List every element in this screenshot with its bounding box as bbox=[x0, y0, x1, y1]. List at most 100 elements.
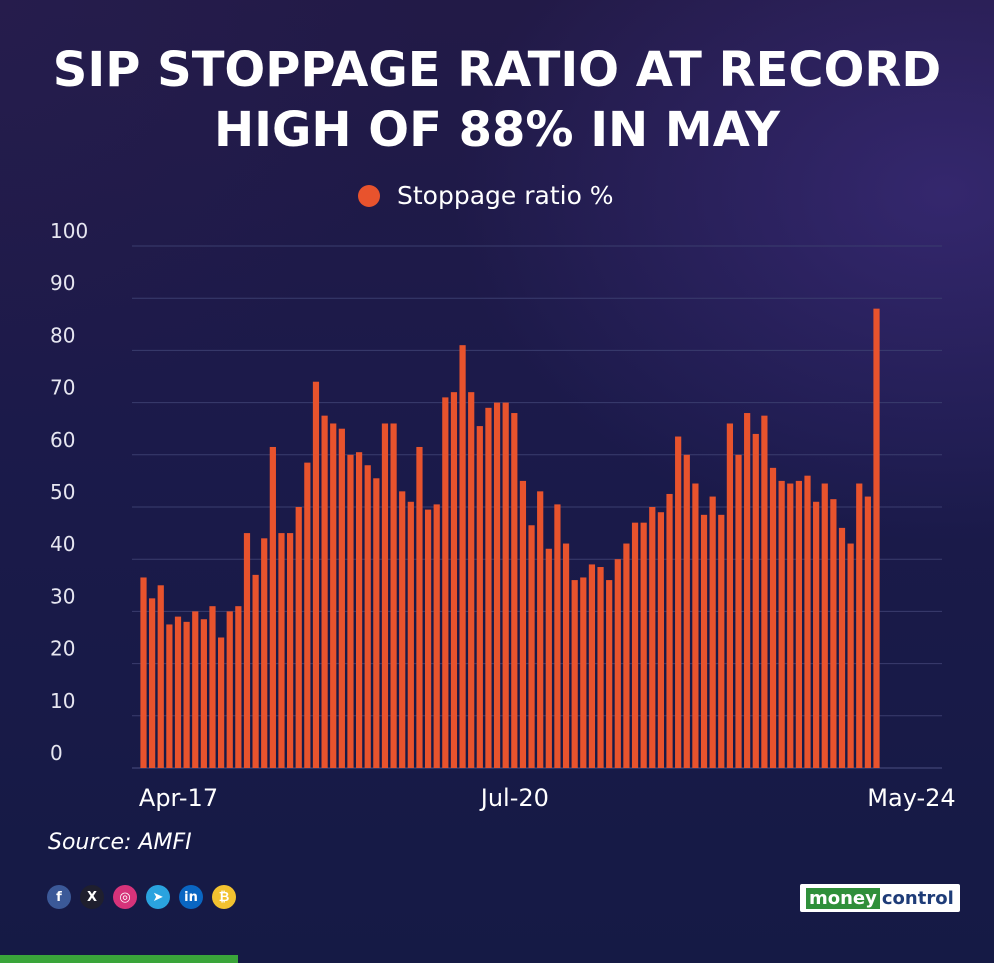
bar bbox=[649, 507, 656, 768]
bar bbox=[821, 483, 828, 768]
y-tick-label: 30 bbox=[50, 584, 75, 608]
bar bbox=[511, 413, 518, 768]
bar bbox=[795, 480, 802, 768]
bar bbox=[338, 428, 345, 768]
bar bbox=[631, 522, 639, 768]
progress-accent-bar bbox=[0, 955, 238, 963]
bar bbox=[683, 454, 690, 768]
bar bbox=[562, 543, 570, 768]
bar bbox=[778, 480, 785, 768]
source-note: Source: AMFI bbox=[48, 830, 192, 855]
bar bbox=[381, 423, 389, 768]
bar bbox=[355, 452, 363, 768]
bar bbox=[304, 462, 311, 768]
bar bbox=[640, 522, 647, 768]
bar bbox=[537, 491, 544, 768]
bar bbox=[226, 611, 233, 768]
legend-label: Stoppage ratio % bbox=[397, 181, 614, 210]
bar bbox=[588, 564, 596, 768]
y-tick-label: 40 bbox=[50, 532, 75, 556]
y-tick-label: 100 bbox=[50, 219, 88, 243]
bar bbox=[442, 397, 449, 768]
x-icon[interactable]: X bbox=[80, 885, 104, 909]
bar bbox=[666, 493, 673, 768]
bar bbox=[813, 501, 820, 768]
bar bbox=[623, 543, 630, 768]
bar bbox=[675, 436, 682, 768]
y-tick-label: 80 bbox=[50, 323, 75, 347]
bar bbox=[347, 454, 354, 768]
bar bbox=[571, 580, 578, 768]
bar bbox=[873, 308, 880, 768]
bar bbox=[726, 423, 734, 768]
bar bbox=[838, 527, 846, 768]
bar bbox=[709, 496, 716, 768]
bar bbox=[174, 616, 182, 768]
bar bbox=[399, 491, 406, 768]
bar bbox=[856, 483, 863, 768]
bar bbox=[847, 543, 854, 768]
linkedin-icon[interactable]: in bbox=[179, 885, 203, 909]
bar bbox=[390, 423, 397, 768]
bar bbox=[243, 533, 251, 768]
moneycontrol-logo: money control bbox=[800, 884, 960, 912]
bar bbox=[519, 480, 527, 768]
social-icons: f X ◎ ➤ in ₿ bbox=[47, 885, 236, 909]
y-tick-label: 50 bbox=[50, 480, 75, 504]
bar bbox=[269, 446, 276, 768]
y-tick-label: 70 bbox=[50, 376, 75, 400]
bar bbox=[476, 426, 483, 768]
bar bbox=[218, 637, 225, 768]
bar bbox=[752, 433, 759, 768]
x-tick-label: Apr-17 bbox=[139, 784, 218, 812]
x-tick-label: Jul-20 bbox=[479, 784, 549, 812]
bar bbox=[700, 514, 708, 768]
bar bbox=[166, 624, 173, 768]
bar bbox=[192, 611, 199, 768]
telegram-icon[interactable]: ➤ bbox=[146, 885, 170, 909]
bar bbox=[287, 533, 294, 768]
bar bbox=[761, 415, 768, 768]
y-tick-label: 0 bbox=[50, 741, 63, 765]
bar bbox=[718, 514, 725, 768]
y-tick-label: 60 bbox=[50, 428, 75, 452]
brand-part-money: money bbox=[806, 887, 880, 909]
bar bbox=[407, 501, 414, 768]
bar bbox=[502, 402, 509, 768]
bar bbox=[149, 598, 156, 768]
bar bbox=[545, 548, 552, 768]
bar bbox=[183, 621, 190, 768]
bar bbox=[528, 525, 535, 768]
y-tick-label: 10 bbox=[50, 689, 75, 713]
bar bbox=[252, 574, 259, 768]
bar bbox=[424, 509, 432, 768]
bar bbox=[493, 402, 501, 768]
instagram-icon[interactable]: ◎ bbox=[113, 885, 137, 909]
bar bbox=[744, 413, 751, 768]
bar bbox=[735, 454, 742, 768]
facebook-icon[interactable]: f bbox=[47, 885, 71, 909]
brand-part-control: control bbox=[881, 887, 954, 909]
legend-swatch bbox=[358, 184, 380, 207]
bar bbox=[554, 504, 561, 768]
bar bbox=[597, 567, 604, 768]
bar bbox=[312, 381, 320, 768]
bar bbox=[364, 465, 371, 768]
bar bbox=[485, 407, 492, 768]
bar bbox=[157, 585, 164, 768]
bar bbox=[200, 619, 207, 768]
bar bbox=[450, 392, 458, 768]
x-tick-label: May-24 bbox=[867, 784, 955, 812]
coin-icon[interactable]: ₿ bbox=[212, 885, 236, 909]
bar bbox=[373, 478, 380, 768]
bar bbox=[787, 483, 794, 768]
bar bbox=[235, 606, 242, 768]
bar bbox=[804, 475, 811, 768]
legend: Stoppage ratio % bbox=[358, 181, 614, 210]
bar bbox=[580, 577, 587, 768]
title-line-1: SIP STOPPAGE RATIO AT RECORD bbox=[52, 42, 942, 98]
bar bbox=[692, 483, 699, 768]
bar bbox=[657, 512, 665, 768]
bar bbox=[209, 606, 216, 768]
